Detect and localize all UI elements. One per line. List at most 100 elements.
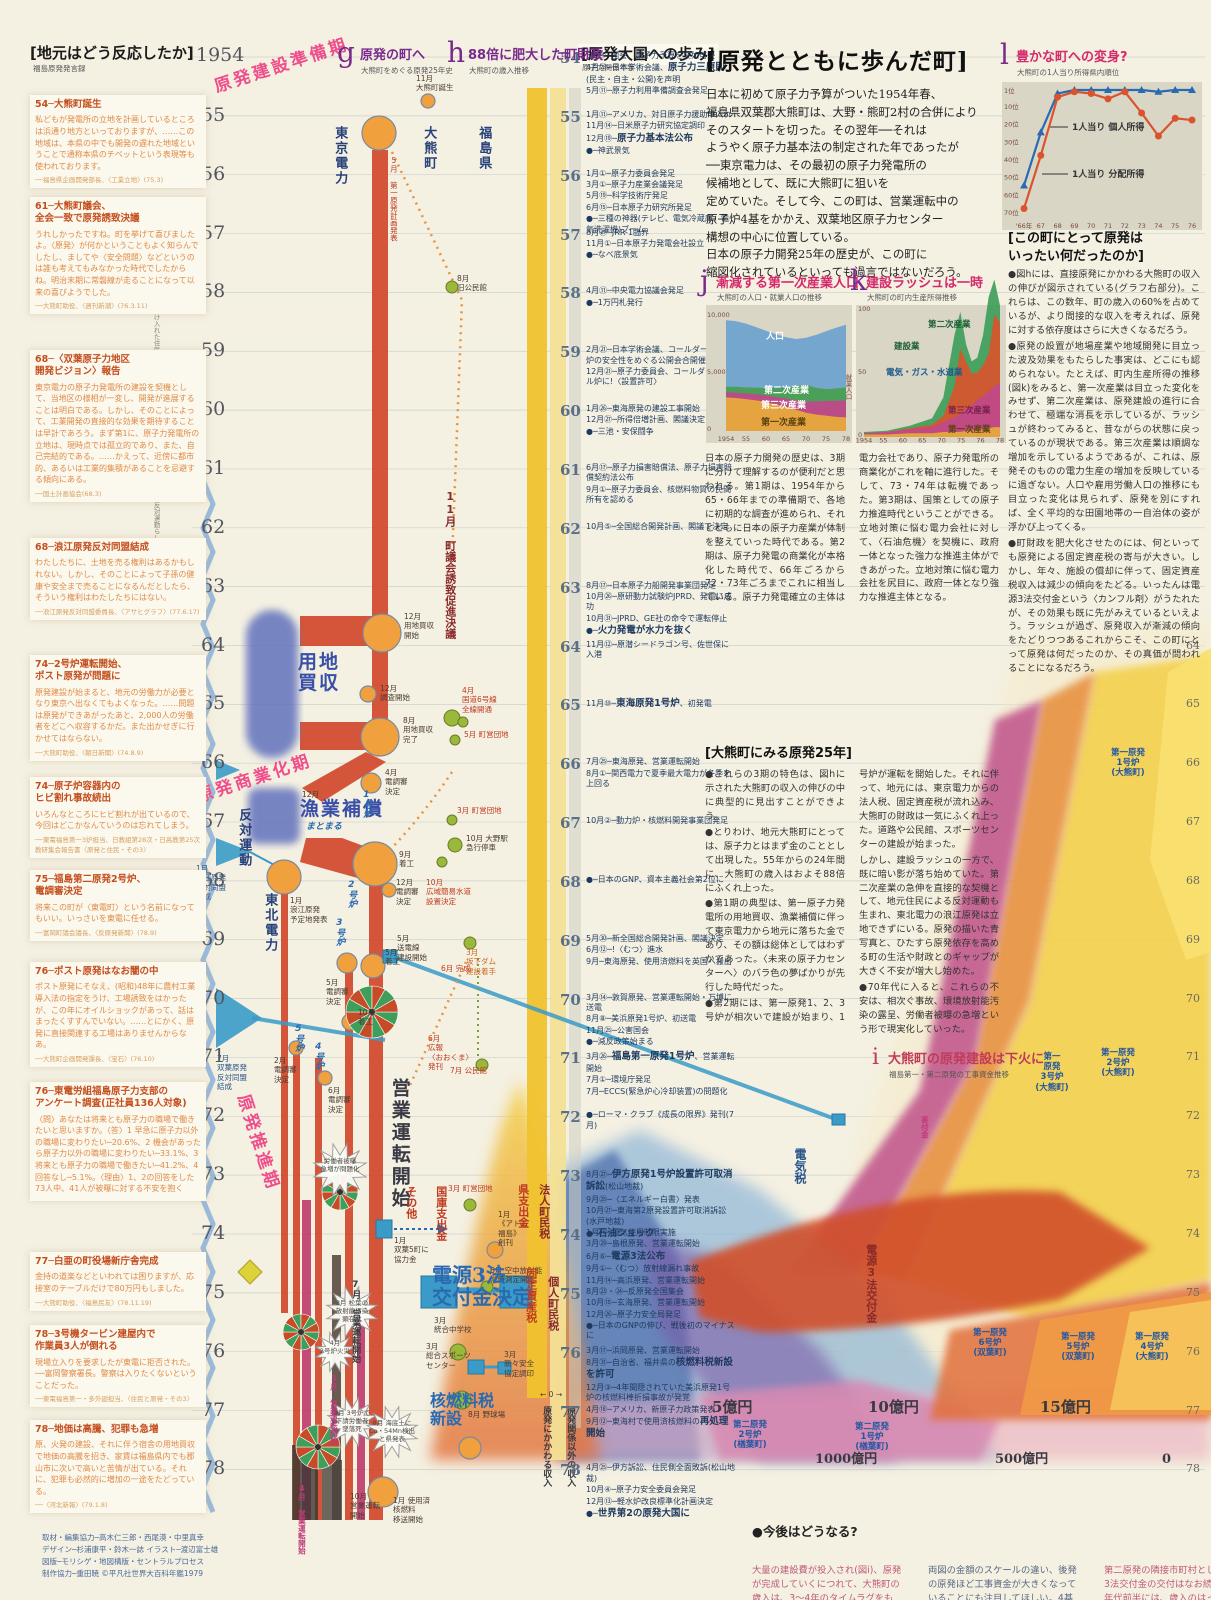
svg-text:第三次産業: 第三次産業 [761,399,807,411]
diagram-label: 1月 《アトム 福島》 創刊 [498,1210,528,1248]
chronology-item: 9月①─〈むつ〉放射線漏れ事故 [586,1264,700,1274]
chart-i-letter: i [872,1045,880,1070]
svg-text:75: 75 [957,437,965,445]
diagram-label: 5月 送電線 建設開始 [397,934,427,962]
chronology-year: 74 [560,1226,581,1244]
incident-starburst [325,1285,379,1339]
chart-g-title: 原発の町へ [360,48,426,63]
chart-k-letter: k [850,264,867,297]
chronology-year-block: 59 2月㉑─日本学術会議、コールダーホール炉の安全性をめぐる公開会合開催 12月㉑… [560,343,736,389]
chronology-item: 3月⑭─敦賀原発、営業運転開始・万博に送電 [586,992,732,1012]
chronology-item: 11月①─日本原子力発電会社設立 [586,238,705,248]
chronology-item: ●─ローマ・クラブ《成長の限界》発刊(7月) [586,1110,735,1130]
event-circle [288,1040,304,1056]
year-label: 56 [201,162,226,185]
year-label: 61 [201,456,226,479]
reactor-label: 第二原発 1号炉 (楢葉町) [854,1422,889,1453]
chart-k-plot: 100 50 0 1954 55 60 65 70 75 76 78 第二次産業 建設業 電気・ガス・水道… [856,279,1006,447]
incident-label: 3月 3号炉で 下請労働者 墜落死 [333,1409,371,1433]
chronology-year: 75 [560,1284,581,1303]
pinwheel-icon [295,1424,341,1470]
svg-text:1位: 1位 [1004,86,1015,95]
year-label: 59 [201,339,226,362]
diagram-label: 8月 野球場 [468,1410,506,1419]
year-label-right: 74 [1186,1227,1200,1240]
chronology-item: 12月③─4年間隠されていた美浜原発1号炉の核燃料棒折損事故が発覚 [586,1382,731,1403]
chronology-year-block: 60 1月㉖─東海原発の建設工事開始 12月㉗─所得倍増計画、閣議決定 ●─三池・安保… [560,402,736,438]
chart-i-title: 大熊町の原発建設は下火に [888,1052,1045,1067]
chronology-item: 3月④─国会、原子力予算を突如可決 [586,51,716,60]
year-label-right: 68 [1186,873,1200,887]
chronology-item: 10月⑤─全国総合開発計画、閣議で決定 [586,521,729,531]
chronology-item: 10月⑮─玄海原発、営業運転開始 [586,1298,705,1308]
quote-title: 61─大熊町議会、 全会一致で原発誘致決議 [35,201,140,225]
svg-text:75: 75 [1171,222,1179,230]
entity-label: 大熊町 [421,126,437,171]
diagram-label: 12月 調査開始 [380,684,410,703]
chronology-item: 10月㉗─東海第2原発設置許可取消訴訟(水戸地裁) [586,1206,727,1226]
credit-line: デザイン─杉浦康平・鈴木一誌 イラスト─渡辺富士雄 [42,1545,219,1554]
chronology-year-block: 63 8月⑰─日本原子力船開発事業団発足 10月㉖─原研動力試験炉JPRD、発電に成… [560,579,736,639]
right-paragraph: ●図hには、直接原発にかかわる大熊町の収入の伸びが図示されている(グラフ右部分)… [1008,269,1200,336]
quote-card: 54─大熊町誕生 私どもが発電所の立地を計画しているところは浜通り地方といっており… [30,95,206,189]
quote-card: 74─2号炉運転開始、 ポスト原発が問題に 原発建設が始まると、地元の労働力が必要… [30,655,206,761]
chronology-item: 8月㉗─伊方原発1号炉設置許可取消訴訟(松山地裁) [586,1169,733,1193]
chronology-item: 12月㉑─原子力委員会、コールダーホール炉に!〈設置許可〉 [586,367,729,387]
year-label: 73 [201,1163,226,1186]
reactor-label: 第一原発 6号炉 (双葉町) [972,1328,1007,1359]
quote-title: 77─白亜の町役場新庁舎完成 [35,1256,159,1267]
chronology-year-block: 76 3月⑰─浜岡原発、営業運転開始 8月㉛─自治省、福井県の核燃料税新設を許可 12… [560,1344,736,1405]
event-circle [360,717,400,757]
quote-title: 68─浪江原発反対同盟結成 [35,542,149,553]
chronology-year-block: 61 6月⑰─原子力損害賠償法、原子力損害賠償契約法公布 9月①─原子力委員会、核燃… [560,461,736,507]
quote-source: ──大熊町助役、〈週刊新潮〉(76.3.11) [35,302,148,311]
diagram-label: 8月 旧公民館 [457,274,487,293]
diagram-label: 3月 坂下ダム 建設着手 [466,948,496,976]
quote-body: 東京電力の原子力発電所の建設を契機として、当地区の様相が一変し、開発が進展するこ… [35,382,200,485]
left-column-subheader: 福島原発発言録 [33,64,86,73]
diagram-label: 10月 大野駅 急行停車 [466,834,508,853]
chronology-item: ●─日本のGNPの伸び、戦後初のマイナスに [586,1321,735,1341]
bullet-paragraph: ●70年代に入ると、これらの不安は、相次ぐ事故、環境放射能汚染の露呈、労働者被曝… [859,982,999,1035]
svg-text:30位: 30位 [1004,137,1019,146]
intro-paragraph: 日本に初めて原子力予算がついた1954年春、 福島県双葉郡大熊町は、大野・熊町2… [706,87,978,280]
quote-source: ──浪江原発反対同盟委員長、〈アサヒグラフ〉(77.6.17) [35,607,200,616]
chronology-item: 5月⑲─科学技術庁発足 [586,191,668,201]
chronology-year: 66 [560,755,581,774]
infra-square [375,1219,393,1239]
svg-text:74: 74 [1154,222,1162,230]
diagram-label: 4月 国道6号線 全線開通 [462,686,497,714]
quote-title: 54─大熊町誕生 [35,99,102,110]
diagram-label: 2月 電調審 決定 [274,1056,297,1084]
quote-card: 74─原子炉容器内の ヒビ割れ事故続出 いろんなところにヒビ割れが出ているので、今… [30,777,206,858]
diagram-label: 固定資産税 [524,1268,538,1323]
diagram-label: 電源3法 交付金決定 [432,1263,532,1309]
chronology-item: 4月㉓─日本学術会議、原子力三原則(民主・自主・公開)を声明 [586,62,725,84]
incident-label: 労働者被曝 急増が問題化 [320,1157,360,1173]
quote-source: ──国土計画協会(68.3) [35,490,102,499]
diagram-label: 漁業補償 [300,798,385,820]
chronology-item: 6月⑮─日本原子力研究所発足 [586,202,692,212]
chronology-year-block: 75 8月㉓・㉔─反原発全国集会 10月⑮─玄海原発、営業運転開始 12月㉖─原子力安… [560,1285,736,1343]
chart-j-plot: 10,000 5,000 0 1954 55 60 65 70 75 78 人口 第二次産業 第三次産業… [706,305,852,447]
incident-starburst [326,1396,378,1448]
diagram-label: 5月 電調審 決定 [326,978,349,1006]
quote-body: ポスト原発にそなえ、(昭和)48年に農村工業導入法の指定をうけ、工場誘致をはかっ… [35,982,196,1050]
diagram-label: ← 0 → [540,1390,563,1399]
svg-text:50位: 50位 [1004,173,1019,182]
chronology-item: 11月⑭─日米原子力研究協定調印 [586,121,705,131]
year-label-right: 77 [1186,1403,1200,1417]
event-circle [420,93,436,109]
svg-text:1954: 1954 [856,437,873,445]
year-label: 66 [201,751,226,774]
quote-card: 68─浪江原発反対同盟結成 わたしたちに、土地を売る権利はあるかもしれない。しかし… [30,538,206,620]
chronology-year: 55 [560,107,581,126]
bullet-paragraph: しかし、建設ラッシュの一方で、既に暗い影が落ち始めていた。第二次産業の急伸を直接… [859,854,999,978]
year-label: 58 [201,280,226,303]
svg-text:100: 100 [858,305,870,313]
svg-text:40位: 40位 [1004,155,1019,164]
reactor-label: 第一原発 1号炉 (大熊町) [1110,748,1145,779]
quote-body: 〈問〉あなたは将来とも原子力の職場で働きたいと思いますか。〈答〉1 早急に原子力… [35,1114,201,1194]
svg-text:60: 60 [762,435,770,443]
chronology-item: 9月①─原子力委員会、核燃料物質の民間所有を認める [586,484,732,505]
